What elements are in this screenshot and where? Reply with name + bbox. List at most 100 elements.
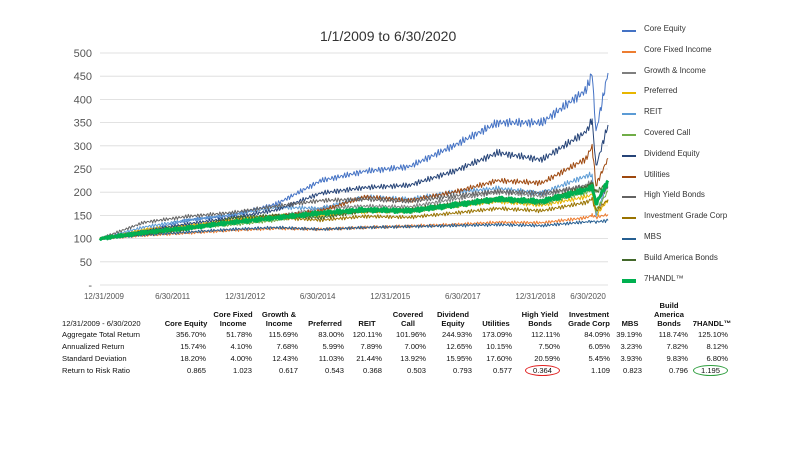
y-tick-label: 200 xyxy=(74,187,92,199)
table-cell: 0.865 xyxy=(186,365,206,375)
table-cell: 1.109 xyxy=(590,365,610,375)
table-cell: 3.23% xyxy=(620,341,642,351)
column-header: 7HANDL™ xyxy=(692,319,732,328)
x-tick-label: 6/30/2020 xyxy=(570,292,606,301)
table-cell: 5.45% xyxy=(588,353,610,363)
table-cell: 7.68% xyxy=(276,341,298,351)
table-cell: 83.00% xyxy=(318,329,344,339)
legend-swatch xyxy=(622,175,636,178)
table-row: Annualized Return 15.74% 4.10% 7.68% 5.99% 7.… xyxy=(62,340,732,352)
legend-label: Utilities xyxy=(644,169,670,179)
table-cell: 84.09% xyxy=(584,329,610,339)
table-cell: 11.03% xyxy=(318,353,344,363)
table-cell: 17.60% xyxy=(486,353,512,363)
legend-label: MBS xyxy=(644,232,662,241)
performance-table: 12/31/2009 - 6/30/2020 Core Equity Core Fi… xyxy=(62,301,732,376)
table-cell: 0.503 xyxy=(406,365,426,375)
column-header: Preferred xyxy=(308,319,342,328)
table-cell: 20.59% xyxy=(534,353,560,363)
table-cell: 115.69% xyxy=(268,329,298,339)
table-cell: 356.70% xyxy=(176,329,206,339)
table-cell: 4.00% xyxy=(230,353,252,363)
legend-swatch xyxy=(622,196,636,199)
table-cell: 6.80% xyxy=(706,353,728,363)
x-tick-label: 6/30/2011 xyxy=(155,292,191,301)
table-cell: 13.92% xyxy=(400,353,426,363)
table-cell: 7.89% xyxy=(360,341,382,351)
table-cell: 6.05% xyxy=(588,341,610,351)
table-cell: 51.78% xyxy=(226,329,252,339)
legend-label: Core Fixed Income xyxy=(644,44,712,54)
legend-label: Growth & Income xyxy=(644,65,706,75)
legend-swatch xyxy=(622,71,636,74)
table-cell: 10.15% xyxy=(486,341,512,351)
highlight-circle: 0.364 xyxy=(524,364,560,376)
table-cell: 125.10% xyxy=(698,329,728,339)
legend-swatch xyxy=(622,154,636,157)
column-header: Core Fixed Income xyxy=(213,310,253,328)
column-header: Utilities xyxy=(482,319,510,328)
table-cell: 5.99% xyxy=(322,341,344,351)
legend-swatch xyxy=(622,134,636,136)
column-header: MBS xyxy=(621,319,639,328)
table-cell: 4.10% xyxy=(230,341,252,351)
legend-label: REIT xyxy=(644,107,663,117)
table-cell: 12.43% xyxy=(272,353,298,363)
table-cell: 0.364 xyxy=(516,364,564,376)
y-tick-label: 350 xyxy=(74,118,92,130)
table-cell: 3.93% xyxy=(620,353,642,363)
table-cell: 15.74% xyxy=(180,341,206,351)
legend-label: Investment Grade Corp xyxy=(644,211,728,221)
table-cell: 0.543 xyxy=(324,365,344,375)
table-cell: 21.44% xyxy=(356,353,382,363)
row-label: Aggregate Total Return xyxy=(62,329,140,339)
table-cell: 7.00% xyxy=(404,341,426,351)
table-cell: 0.823 xyxy=(622,365,642,375)
table-cell: 0.796 xyxy=(668,365,688,375)
table-cell: 39.19% xyxy=(616,329,642,339)
column-header: REIT xyxy=(358,319,376,328)
row-label: Annualized Return xyxy=(62,341,125,351)
y-tick-label: 50 xyxy=(80,257,92,269)
table-cell: 15.95% xyxy=(446,353,472,363)
x-tick-label: 12/31/2009 xyxy=(84,292,125,301)
highlight-circle: 1.195 xyxy=(692,364,728,376)
y-tick-label: 150 xyxy=(74,210,92,222)
table-cell: 12.65% xyxy=(446,341,472,351)
table-cell: 0.368 xyxy=(362,365,382,375)
column-header: Core Equity xyxy=(164,319,208,328)
legend-label: High Yield Bonds xyxy=(644,190,705,200)
table-cell: 244.93% xyxy=(442,329,472,339)
x-tick-label: 6/30/2014 xyxy=(300,292,336,301)
column-header: Dividend Equity xyxy=(436,310,470,328)
y-tick-label: 450 xyxy=(74,71,92,83)
table-cell: 112.11% xyxy=(531,329,560,339)
x-tick-label: 12/31/2012 xyxy=(225,292,266,301)
column-header: Growth & Income xyxy=(261,310,297,328)
table-cell: 1.195 xyxy=(692,364,732,376)
x-tick-label: 12/31/2018 xyxy=(515,292,556,301)
series-line-dividend-equity xyxy=(99,118,609,240)
y-tick-label: 300 xyxy=(74,141,92,153)
table-period-label: 12/31/2009 - 6/30/2020 xyxy=(62,319,141,328)
column-header: Build America Bonds xyxy=(654,301,684,328)
legend-swatch xyxy=(622,238,636,240)
table-cell: 18.20% xyxy=(180,353,206,363)
table-cell: 0.617 xyxy=(278,365,298,375)
legend-label: Core Equity xyxy=(644,24,686,33)
table-cell: 9.83% xyxy=(666,353,688,363)
legend-swatch xyxy=(622,30,636,32)
column-header: Covered Call xyxy=(392,310,424,328)
legend-swatch xyxy=(622,258,636,261)
x-tick-label: 12/31/2015 xyxy=(370,292,411,301)
table-cell: 7.82% xyxy=(666,341,688,351)
x-tick-label: 6/30/2017 xyxy=(445,292,481,301)
table-cell: 173.09% xyxy=(482,329,512,339)
table-cell: 118.74% xyxy=(658,329,688,339)
table-row: Return to Risk Ratio 0.865 1.023 0.617 0.543… xyxy=(62,364,732,376)
chart-title: 1/1/2009 to 6/30/2020 xyxy=(320,28,457,44)
legend-swatch xyxy=(622,92,636,95)
table-cell: 8.12% xyxy=(706,341,728,351)
y-tick-label: 500 xyxy=(74,48,92,60)
